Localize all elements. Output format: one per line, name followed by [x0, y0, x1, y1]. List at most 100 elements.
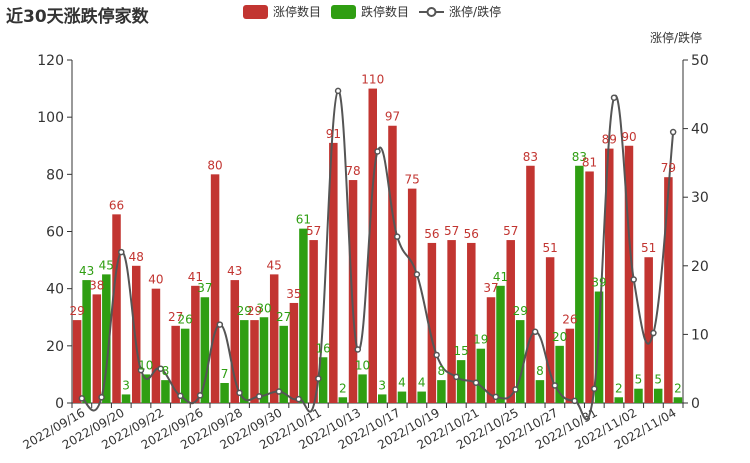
bar-limit-up[interactable] — [664, 177, 673, 403]
ratio-point[interactable] — [433, 351, 440, 359]
bar-limit-down[interactable] — [161, 380, 170, 403]
bar-limit-up[interactable] — [467, 242, 476, 403]
bar-limit-up[interactable] — [624, 145, 634, 403]
bar-limit-down[interactable] — [515, 320, 525, 403]
legend-item-ratio[interactable]: 涨停/跌停 — [419, 3, 501, 20]
bar-limit-up[interactable] — [151, 288, 161, 403]
bar-limit-down[interactable] — [180, 328, 190, 403]
ratio-point[interactable] — [669, 128, 677, 136]
bar-limit-down[interactable] — [358, 374, 367, 403]
bar-limit-down[interactable] — [417, 391, 426, 403]
bar-limit-up[interactable] — [131, 265, 141, 403]
ratio-point[interactable] — [393, 233, 401, 240]
ratio-point[interactable] — [98, 393, 105, 401]
ratio-point[interactable] — [255, 393, 263, 400]
bar-limit-down[interactable] — [338, 397, 348, 403]
legend-item-limit-down[interactable]: 跌停数目 — [331, 3, 409, 20]
bar-label-limit-up: 90 — [621, 130, 636, 144]
bar-limit-up[interactable] — [506, 240, 515, 403]
bar-limit-up[interactable] — [447, 240, 456, 403]
ratio-point[interactable] — [472, 379, 480, 387]
bar-limit-up[interactable] — [210, 174, 220, 403]
bar-limit-up[interactable] — [348, 180, 358, 403]
ratio-point[interactable] — [236, 389, 243, 397]
ratio-point[interactable] — [177, 392, 184, 400]
bar-limit-down[interactable] — [259, 317, 269, 403]
bar-limit-down[interactable] — [437, 380, 446, 403]
ratio-point[interactable] — [295, 395, 302, 403]
bar-limit-down[interactable] — [141, 374, 150, 403]
bar-limit-down[interactable] — [614, 397, 624, 403]
ratio-point[interactable] — [275, 388, 283, 395]
ratio-point[interactable] — [630, 276, 637, 283]
bar-limit-down[interactable] — [496, 285, 505, 403]
bar-limit-up[interactable] — [250, 320, 259, 403]
bar-limit-down[interactable] — [220, 382, 229, 403]
bar-limit-down[interactable] — [200, 297, 210, 403]
bar-limit-down[interactable] — [299, 228, 308, 403]
ratio-point[interactable] — [196, 392, 204, 399]
ratio-point[interactable] — [374, 148, 381, 155]
bar-limit-up[interactable] — [565, 328, 575, 403]
ratio-point[interactable] — [551, 382, 559, 389]
bar-limit-up[interactable] — [486, 297, 496, 403]
ratio-point[interactable] — [315, 375, 322, 382]
bar-label-limit-up: 29 — [247, 304, 262, 318]
ratio-point[interactable] — [334, 87, 342, 95]
ratio-point[interactable] — [137, 366, 145, 374]
bar-limit-down[interactable] — [555, 345, 564, 403]
bar-limit-up[interactable] — [72, 320, 82, 403]
ratio-point[interactable] — [453, 373, 460, 381]
bar-limit-down[interactable] — [476, 348, 486, 403]
bar-limit-up[interactable] — [545, 257, 555, 403]
bar-limit-up[interactable] — [269, 274, 279, 403]
bar-limit-down[interactable] — [594, 291, 604, 403]
bar-limit-up[interactable] — [585, 171, 594, 403]
ratio-point[interactable] — [492, 393, 500, 401]
ratio-point[interactable] — [413, 271, 421, 278]
bar-limit-down[interactable] — [673, 397, 683, 403]
y-tick-label: 20 — [46, 339, 64, 355]
ratio-point[interactable] — [531, 328, 539, 336]
bar-limit-down[interactable] — [102, 274, 111, 403]
bar-limit-up[interactable] — [289, 302, 299, 403]
ratio-point[interactable] — [512, 386, 519, 393]
bar-limit-up[interactable] — [112, 214, 121, 403]
bar-limit-down[interactable] — [634, 388, 643, 403]
bar-limit-down[interactable] — [535, 380, 545, 403]
bar-limit-up[interactable] — [171, 325, 180, 403]
bar-limit-down[interactable] — [653, 388, 663, 403]
ratio-point[interactable] — [650, 329, 657, 337]
bar-limit-up[interactable] — [644, 257, 653, 403]
bar-limit-down[interactable] — [575, 165, 584, 403]
bar-limit-down[interactable] — [456, 360, 466, 403]
bar-limit-down[interactable] — [82, 280, 91, 403]
ratio-point[interactable] — [216, 321, 224, 328]
bar-limit-down[interactable] — [121, 394, 131, 403]
bar-limit-up[interactable] — [230, 280, 240, 403]
ratio-point[interactable] — [157, 365, 164, 372]
ratio-point[interactable] — [571, 397, 578, 405]
ratio-point[interactable] — [354, 346, 362, 353]
legend-item-limit-up[interactable]: 涨停数目 — [243, 3, 321, 20]
bar-limit-up[interactable] — [191, 285, 200, 403]
bar-limit-down[interactable] — [397, 391, 407, 403]
bar-limit-up[interactable] — [427, 242, 437, 403]
bar-limit-up[interactable] — [605, 148, 614, 403]
ratio-point[interactable] — [118, 248, 125, 256]
ratio-point[interactable] — [610, 94, 618, 101]
bar-limit-down[interactable] — [318, 357, 328, 403]
bar-limit-up[interactable] — [368, 88, 378, 403]
bar-limit-up[interactable] — [388, 125, 397, 403]
bar-limit-down[interactable] — [378, 394, 387, 403]
bar-limit-up[interactable] — [92, 294, 102, 403]
bar-limit-down[interactable] — [240, 320, 249, 403]
ratio-point[interactable] — [591, 385, 598, 392]
ratio-point[interactable] — [78, 395, 86, 402]
bar-limit-up[interactable] — [329, 142, 338, 403]
bar-limit-down[interactable] — [279, 325, 288, 403]
bar-label-limit-down: 30 — [256, 301, 271, 315]
bar-limit-up[interactable] — [309, 240, 318, 403]
bar-limit-up[interactable] — [526, 165, 535, 403]
bar-limit-up[interactable] — [407, 188, 417, 403]
